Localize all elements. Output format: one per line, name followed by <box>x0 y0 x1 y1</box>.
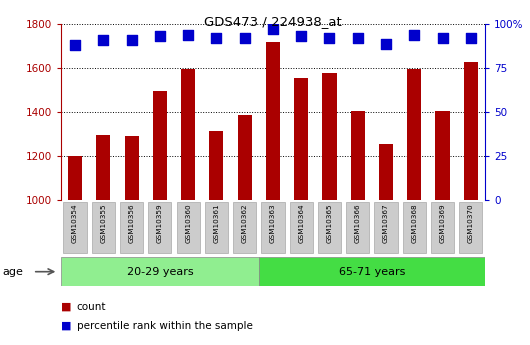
Point <box>156 34 164 39</box>
Bar <box>68 156 82 200</box>
FancyBboxPatch shape <box>120 202 143 253</box>
Text: GSM10369: GSM10369 <box>439 203 446 243</box>
Point <box>354 36 362 41</box>
Bar <box>181 69 195 200</box>
Bar <box>266 42 280 200</box>
Text: GSM10355: GSM10355 <box>100 203 107 243</box>
Bar <box>209 131 224 200</box>
Bar <box>294 78 308 200</box>
Text: GSM10366: GSM10366 <box>355 203 361 243</box>
FancyBboxPatch shape <box>403 202 426 253</box>
Text: GSM10364: GSM10364 <box>298 203 304 243</box>
Text: ■: ■ <box>61 321 72 331</box>
Bar <box>351 111 365 200</box>
Bar <box>322 72 337 200</box>
Point <box>99 37 108 43</box>
Text: 20-29 years: 20-29 years <box>127 267 193 277</box>
Text: count: count <box>77 302 107 312</box>
Point <box>466 36 475 41</box>
Text: GSM10365: GSM10365 <box>326 203 332 243</box>
Point <box>212 36 220 41</box>
Text: GSM10363: GSM10363 <box>270 203 276 243</box>
Text: age: age <box>3 267 23 277</box>
Bar <box>407 69 421 200</box>
FancyBboxPatch shape <box>261 202 285 253</box>
Point <box>438 36 447 41</box>
FancyBboxPatch shape <box>176 202 200 253</box>
Bar <box>259 257 485 286</box>
Bar <box>464 61 478 200</box>
Text: GSM10362: GSM10362 <box>242 203 248 243</box>
Text: GSM10367: GSM10367 <box>383 203 389 243</box>
FancyBboxPatch shape <box>318 202 341 253</box>
Text: GSM10359: GSM10359 <box>157 203 163 243</box>
Point <box>241 36 249 41</box>
Text: GSM10361: GSM10361 <box>214 203 219 243</box>
Text: GSM10370: GSM10370 <box>468 203 474 243</box>
FancyBboxPatch shape <box>289 202 313 253</box>
FancyBboxPatch shape <box>64 202 87 253</box>
FancyBboxPatch shape <box>233 202 257 253</box>
Text: ■: ■ <box>61 302 72 312</box>
FancyBboxPatch shape <box>459 202 482 253</box>
Text: GDS473 / 224938_at: GDS473 / 224938_at <box>204 16 342 29</box>
Point <box>184 32 192 38</box>
Bar <box>436 111 449 200</box>
Text: GSM10354: GSM10354 <box>72 203 78 243</box>
Bar <box>61 257 259 286</box>
Bar <box>125 136 139 200</box>
Point <box>382 41 390 46</box>
Point <box>127 37 136 43</box>
FancyBboxPatch shape <box>148 202 172 253</box>
Text: GSM10368: GSM10368 <box>411 203 417 243</box>
Text: GSM10356: GSM10356 <box>129 203 135 243</box>
FancyBboxPatch shape <box>431 202 454 253</box>
Point <box>325 36 334 41</box>
Point <box>71 42 80 48</box>
Text: GSM10360: GSM10360 <box>185 203 191 243</box>
Point <box>410 32 419 38</box>
Bar <box>96 135 110 200</box>
Text: 65-71 years: 65-71 years <box>339 267 405 277</box>
FancyBboxPatch shape <box>92 202 115 253</box>
Bar <box>153 91 167 200</box>
Point <box>297 34 305 39</box>
Point <box>269 27 277 32</box>
FancyBboxPatch shape <box>374 202 398 253</box>
FancyBboxPatch shape <box>346 202 369 253</box>
Bar <box>237 116 252 200</box>
Bar <box>379 144 393 200</box>
FancyBboxPatch shape <box>205 202 228 253</box>
Text: percentile rank within the sample: percentile rank within the sample <box>77 321 253 331</box>
